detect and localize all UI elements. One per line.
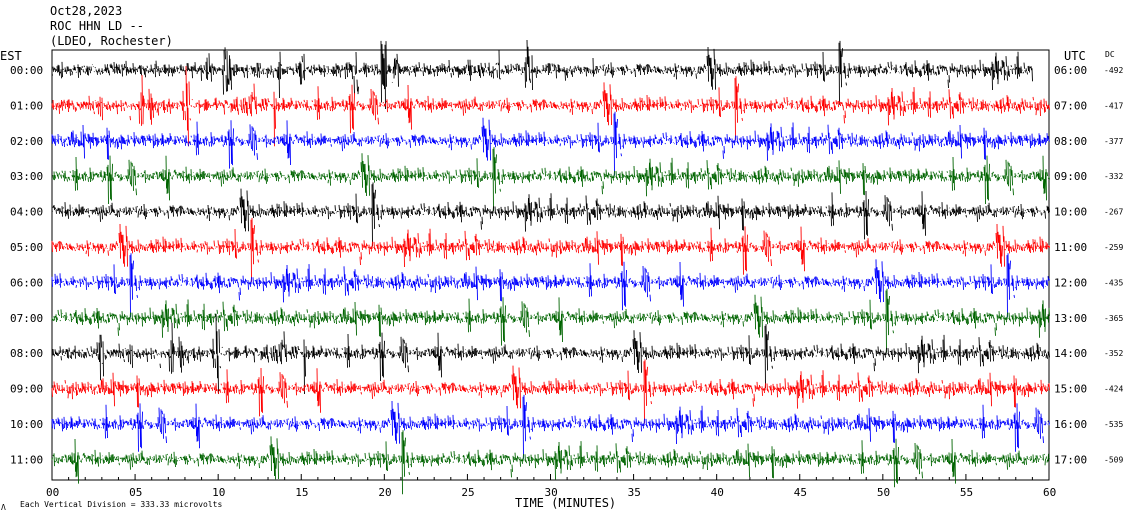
utc-hour-label: 07:00 — [1054, 99, 1087, 112]
trace-row-7 — [51, 288, 1050, 353]
est-hour-label: 11:00 — [10, 453, 43, 466]
est-hour-label: 02:00 — [10, 135, 43, 148]
est-axis-label: EST — [0, 49, 22, 63]
est-hour-label: 03:00 — [10, 170, 43, 183]
utc-hour-label: 16:00 — [1054, 418, 1087, 431]
utc-hour-label: 17:00 — [1054, 453, 1087, 466]
x-tick-label: 25 — [461, 486, 474, 499]
est-hour-label: 00:00 — [10, 64, 43, 77]
trace-row-11 — [51, 430, 1050, 495]
utc-hour-label: 11:00 — [1054, 241, 1087, 254]
network-label: (LDEO, Rochester) — [50, 34, 173, 48]
utc-hour-label: 14:00 — [1054, 347, 1087, 360]
dc-offset-label: -267 — [1104, 208, 1123, 217]
trace-row-6 — [51, 253, 1050, 318]
dc-offset-label: -365 — [1104, 314, 1123, 323]
x-tick-label: 05 — [129, 486, 142, 499]
utc-hour-label: 09:00 — [1054, 170, 1087, 183]
x-tick-label: 20 — [378, 486, 391, 499]
x-tick-label: 60 — [1043, 486, 1056, 499]
est-hour-label: 01:00 — [10, 99, 43, 112]
est-hour-label: 04:00 — [10, 206, 43, 219]
x-tick-label: 55 — [960, 486, 973, 499]
x-tick-label: 00 — [46, 486, 59, 499]
dc-offset-label: -259 — [1104, 243, 1123, 252]
dc-offset-label: -535 — [1104, 420, 1123, 429]
dc-offset-label: -435 — [1104, 278, 1123, 287]
x-tick-label: 50 — [877, 486, 890, 499]
date-label: Oct28,2023 — [50, 4, 122, 18]
x-axis: 00 05 10 15 20 25 30 35 40 45 50 55 60 — [46, 474, 1056, 499]
trace-row-9 — [51, 359, 1050, 424]
est-hour-label: 08:00 — [10, 347, 43, 360]
station-label: ROC HHN LD -- — [50, 19, 144, 33]
x-axis-title: TIME (MINUTES) — [515, 496, 616, 510]
x-tick-label: 10 — [212, 486, 225, 499]
dc-offset-label: -509 — [1104, 455, 1123, 464]
dc-offset-label: -424 — [1104, 385, 1123, 394]
plot-frame — [51, 49, 1050, 481]
est-hour-label: 09:00 — [10, 383, 43, 396]
dc-axis-label: DC — [1105, 50, 1115, 59]
x-tick-label: 45 — [794, 486, 807, 499]
x-tick-label: 15 — [295, 486, 308, 499]
dc-offset-label: -377 — [1104, 137, 1123, 146]
utc-hour-label: 06:00 — [1054, 64, 1087, 77]
trace-row-3 — [51, 147, 1050, 212]
dc-offset-label: -417 — [1104, 101, 1123, 110]
trace-row-8 — [51, 313, 1050, 395]
utc-hour-label: 15:00 — [1054, 383, 1087, 396]
trace-row-10 — [51, 394, 1050, 459]
scale-note: Each Vertical Division = 333.33 microvol… — [20, 500, 222, 509]
trace-row-4 — [51, 182, 1050, 247]
est-hour-label: 10:00 — [10, 418, 43, 431]
utc-hour-label: 10:00 — [1054, 206, 1087, 219]
est-hour-label: 06:00 — [10, 276, 43, 289]
utc-hour-label: 08:00 — [1054, 135, 1087, 148]
dc-offset-label: -352 — [1104, 349, 1123, 358]
dc-offset-label: -332 — [1104, 172, 1123, 181]
utc-hour-label: 13:00 — [1054, 312, 1087, 325]
dc-offset-label: -492 — [1104, 66, 1123, 75]
x-tick-label: 30 — [545, 486, 558, 499]
trace-group — [51, 39, 1050, 495]
row-label-group: 00:00 06:00 -492 01:00 07:00 -417 02:00 08:00 -3… — [10, 64, 1123, 466]
x-tick-label: 35 — [628, 486, 641, 499]
est-hour-label: 05:00 — [10, 241, 43, 254]
lambda-symbol: Λ — [1, 503, 6, 512]
trace-row-2 — [51, 111, 1050, 176]
trace-row-5 — [51, 217, 1050, 282]
est-hour-label: 07:00 — [10, 312, 43, 325]
trace-row-0 — [51, 39, 1033, 110]
utc-hour-label: 12:00 — [1054, 276, 1087, 289]
x-tick-label: 40 — [711, 486, 724, 499]
trace-row-1 — [51, 66, 1050, 147]
utc-axis-label: UTC — [1064, 49, 1086, 63]
